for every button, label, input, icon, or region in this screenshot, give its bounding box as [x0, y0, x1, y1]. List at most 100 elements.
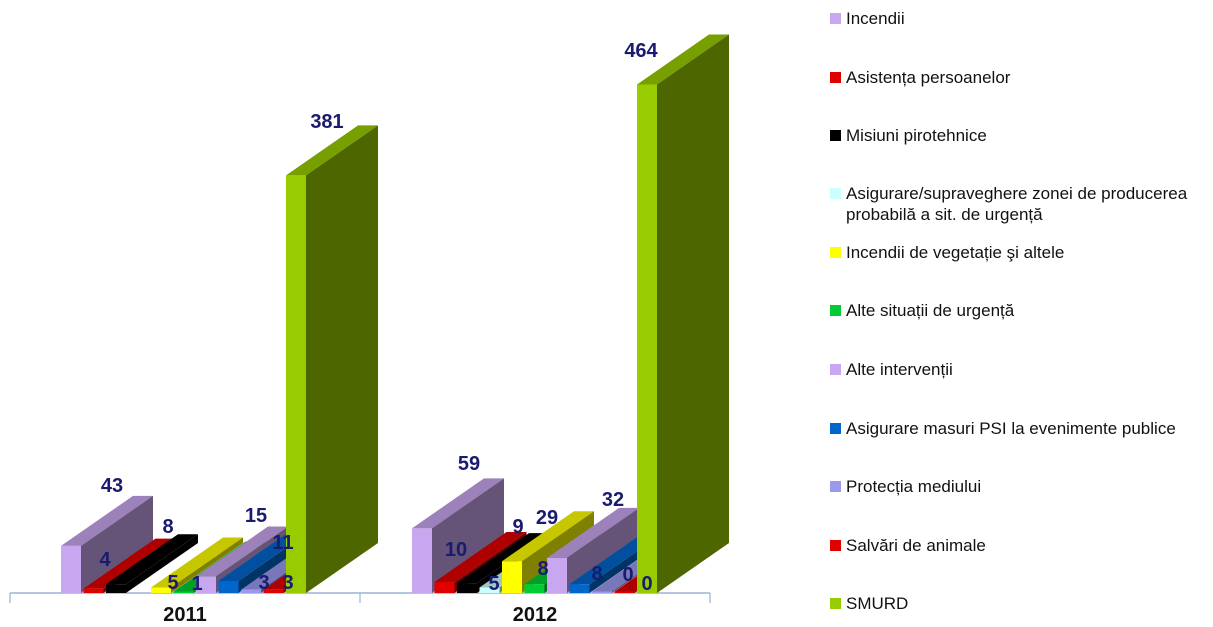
legend-swatch [830, 598, 841, 609]
legend-swatch [830, 423, 841, 434]
bar-side-face [126, 534, 198, 593]
bar-top-face [502, 511, 594, 562]
bar-front-face [614, 591, 635, 593]
data-label: 32 [602, 489, 624, 511]
legend-label: Incendii [846, 9, 905, 28]
category-label: 2011 [163, 604, 206, 626]
data-label: 9 [512, 516, 523, 538]
bar-top-face [151, 537, 243, 588]
bar-top-face [286, 125, 378, 176]
data-label: 0 [622, 564, 633, 586]
bar-front-face [286, 175, 306, 593]
category-label: 2012 [513, 604, 558, 626]
data-label: 3 [282, 572, 293, 594]
data-label: 8 [591, 563, 602, 585]
bar-front-face [592, 591, 612, 593]
legend-item: Incendii [828, 8, 1212, 29]
bar-top-face [83, 538, 176, 589]
bar-front-face [502, 561, 522, 593]
bar-front-face [173, 591, 194, 593]
data-label: 43 [101, 475, 123, 497]
data-label: 11 [272, 532, 293, 554]
legend-item: Alte situații de urgență [828, 300, 1212, 321]
bar [61, 495, 153, 593]
bar-side-face [657, 34, 729, 594]
legend-swatch [830, 188, 841, 199]
bar-front-face [196, 576, 216, 593]
bar [547, 507, 639, 593]
bar [286, 125, 378, 593]
bar-front-face [412, 528, 432, 593]
data-label: 381 [310, 111, 343, 133]
bar-front-face [241, 589, 261, 593]
data-label: 4 [99, 549, 111, 571]
bar-front-face [83, 588, 104, 593]
legend-label: Protecția mediului [846, 477, 982, 496]
legend-label: Asigurare masuri PSI la evenimente publi… [846, 419, 1176, 438]
bar-top-face [434, 532, 527, 583]
bar [151, 537, 243, 593]
legend-label: Alte situații de urgență [846, 301, 1015, 320]
bar-top-face [547, 507, 639, 558]
data-label: 0 [641, 573, 652, 595]
legend-item: Salvări de animale [828, 535, 1212, 556]
legend-swatch [830, 540, 841, 551]
bar-front-face [457, 583, 477, 593]
bar-side-face [432, 478, 504, 593]
bar-front-face [151, 587, 171, 593]
data-label: 5 [167, 572, 178, 594]
legend-item: SMURD [828, 593, 1212, 614]
legend-swatch [830, 13, 841, 24]
bar [637, 34, 729, 594]
legend-item: Incendii de vegetație şi altele [828, 242, 1212, 263]
bar-front-face [569, 584, 590, 593]
bar-top-face [61, 495, 153, 546]
bar-top-face [106, 534, 198, 585]
bar-front-face [218, 580, 239, 593]
legend-item: Misiuni pirotehnice [828, 125, 1212, 146]
legend-swatch [830, 130, 841, 141]
bar [412, 478, 504, 593]
bar-front-face [637, 84, 657, 594]
legend-label: Salvări de animale [846, 536, 986, 555]
bar-front-face [479, 587, 500, 593]
bar-front-face [263, 589, 284, 593]
data-label: 464 [624, 40, 658, 62]
bar-top-face [412, 478, 504, 529]
legend-item: Protecția mediului [828, 476, 1212, 497]
legend-label: Misiuni pirotehnice [846, 126, 987, 145]
legend-label: Asigurare/supraveghere zonei de producer… [846, 184, 1188, 224]
bar-side-face [306, 125, 378, 593]
bar-top-face [637, 34, 729, 85]
data-label: 10 [445, 539, 467, 561]
data-label: 3 [258, 572, 269, 594]
legend-item: Asigurare masuri PSI la evenimente publi… [828, 418, 1212, 439]
legend-label: Asistența persoanelor [846, 68, 1011, 87]
legend-swatch [830, 305, 841, 316]
bar-top-face [196, 526, 288, 577]
bar [106, 534, 198, 593]
legend-item: Alte intervenții [828, 359, 1212, 380]
bar-side-face [81, 495, 153, 593]
legend-swatch [830, 72, 841, 83]
bar-front-face [61, 545, 81, 593]
legend-item: Asistența persoanelor [828, 67, 1212, 88]
bar-front-face [434, 582, 455, 593]
data-label: 59 [458, 453, 480, 475]
bar-side-face [171, 537, 243, 593]
data-label: 5 [488, 573, 499, 595]
legend-item: Asigurare/supraveghere zonei de producer… [828, 183, 1212, 225]
data-label: 8 [162, 516, 173, 538]
bar-front-face [524, 584, 545, 593]
legend-label: Incendii de vegetație şi altele [846, 243, 1065, 262]
legend-swatch [830, 364, 841, 375]
bar-front-face [106, 584, 126, 593]
legend-label: SMURD [846, 594, 909, 613]
legend-swatch [830, 247, 841, 258]
data-label: 8 [537, 558, 548, 580]
data-label: 15 [245, 505, 267, 527]
data-label: 29 [536, 507, 558, 529]
legend-swatch [830, 481, 841, 492]
legend-label: Alte intervenții [846, 360, 953, 379]
